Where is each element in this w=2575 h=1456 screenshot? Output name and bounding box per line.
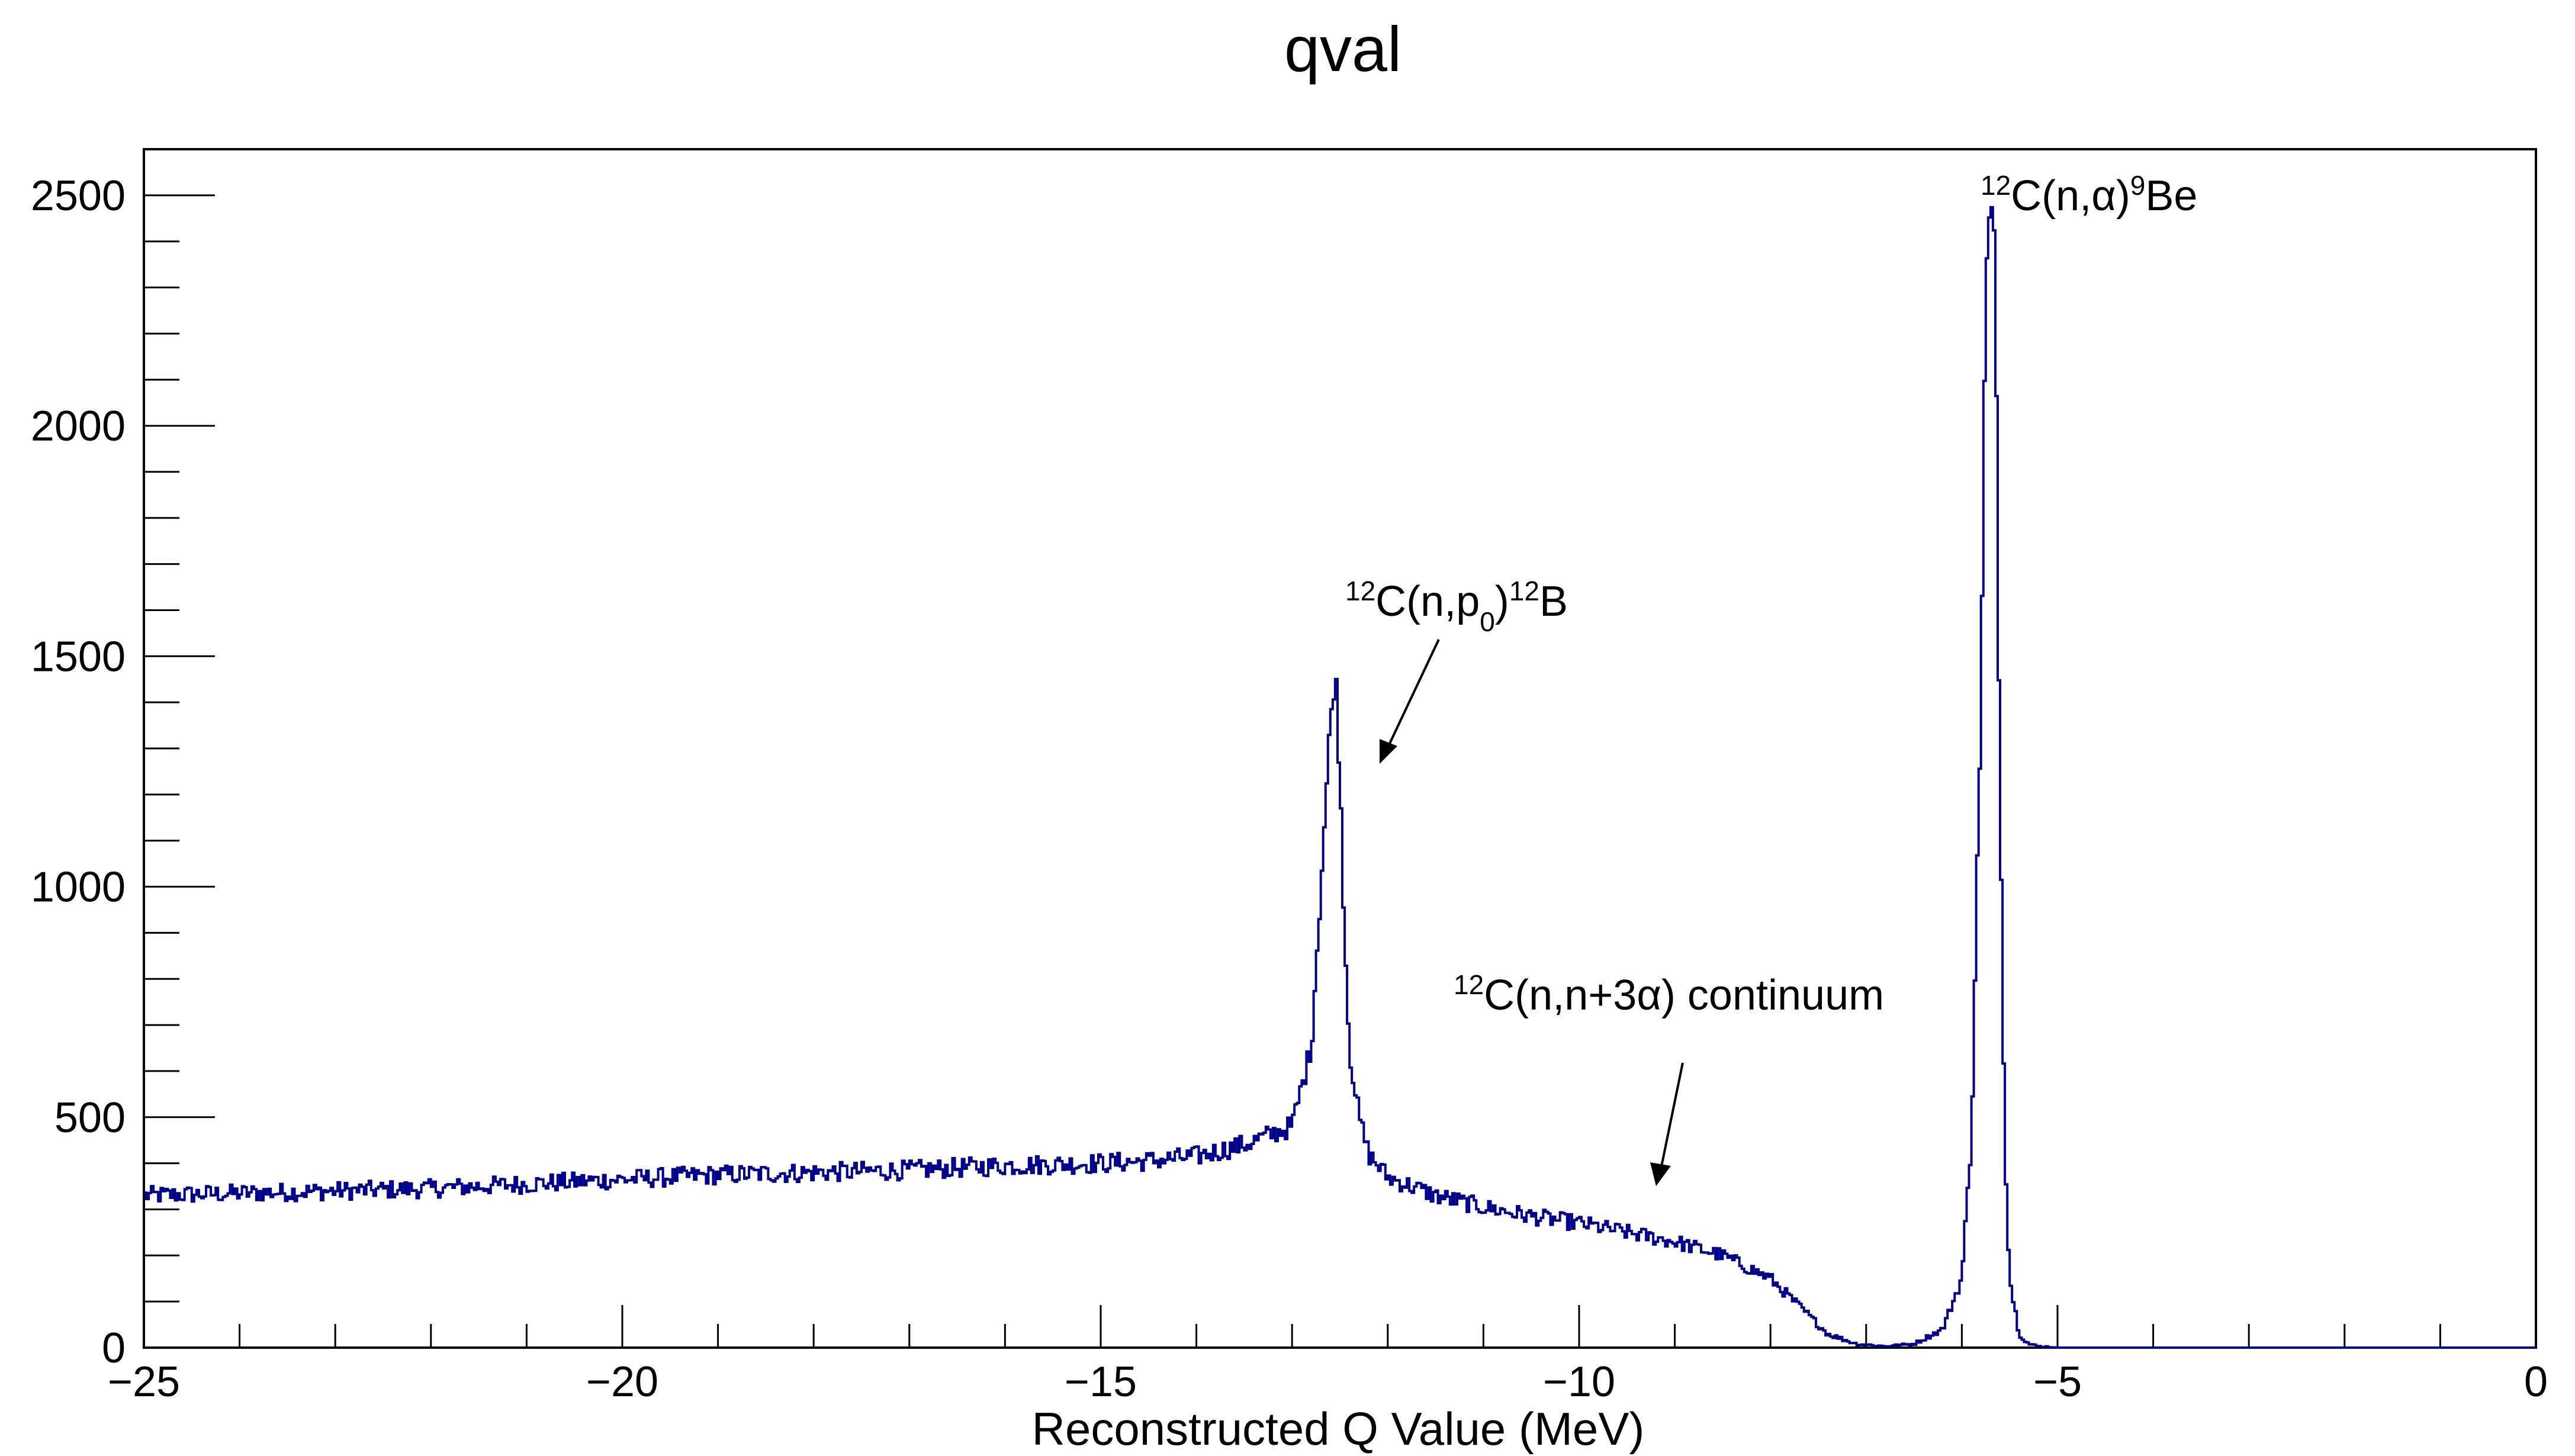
- annotation-p0-arrowhead: [1380, 739, 1397, 764]
- x-tick-label: −10: [1543, 1358, 1615, 1406]
- annotation-alpha-peak: 12C(n,α)9Be: [1981, 170, 2197, 220]
- y-tick-label: 500: [54, 1094, 126, 1142]
- y-tick-label: 2000: [31, 403, 126, 450]
- qval-histogram-line: [144, 206, 2536, 1349]
- y-tick-label: 1500: [31, 633, 126, 680]
- x-tick-label: 0: [2524, 1358, 2548, 1406]
- x-tick-label: −20: [586, 1358, 658, 1406]
- x-axis-label: Reconstructed Q Value (MeV): [1032, 1403, 1645, 1455]
- annotation-continuum: 12C(n,n+3α) continuum: [1454, 969, 1884, 1019]
- y-tick-label: 1000: [31, 864, 126, 911]
- y-axis-tick-labels: 0 500 1000 1500 2000 2500: [31, 172, 126, 1372]
- annotation-continuum-arrowhead: [1650, 1162, 1671, 1186]
- y-axis-ticks: [144, 148, 215, 1349]
- x-tick-label: −25: [108, 1358, 180, 1406]
- x-tick-label: −15: [1065, 1358, 1137, 1406]
- x-tick-label: −5: [2033, 1358, 2082, 1406]
- y-tick-label: 2500: [31, 172, 126, 220]
- chart-title: qval: [1284, 13, 1401, 85]
- x-axis-ticks: [143, 1305, 2537, 1348]
- y-tick-label: 0: [102, 1325, 126, 1372]
- x-axis-tick-labels: −25 −20 −15 −10 −5 0: [108, 1358, 2548, 1406]
- annotation-p0-arrow: [1387, 639, 1440, 747]
- annotation-p0-peak: 12C(n,p0)12B: [1345, 576, 1568, 637]
- annotation-continuum-arrow: [1660, 1062, 1684, 1170]
